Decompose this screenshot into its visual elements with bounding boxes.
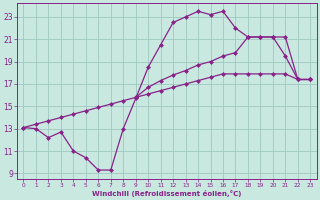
X-axis label: Windchill (Refroidissement éolien,°C): Windchill (Refroidissement éolien,°C) xyxy=(92,190,242,197)
